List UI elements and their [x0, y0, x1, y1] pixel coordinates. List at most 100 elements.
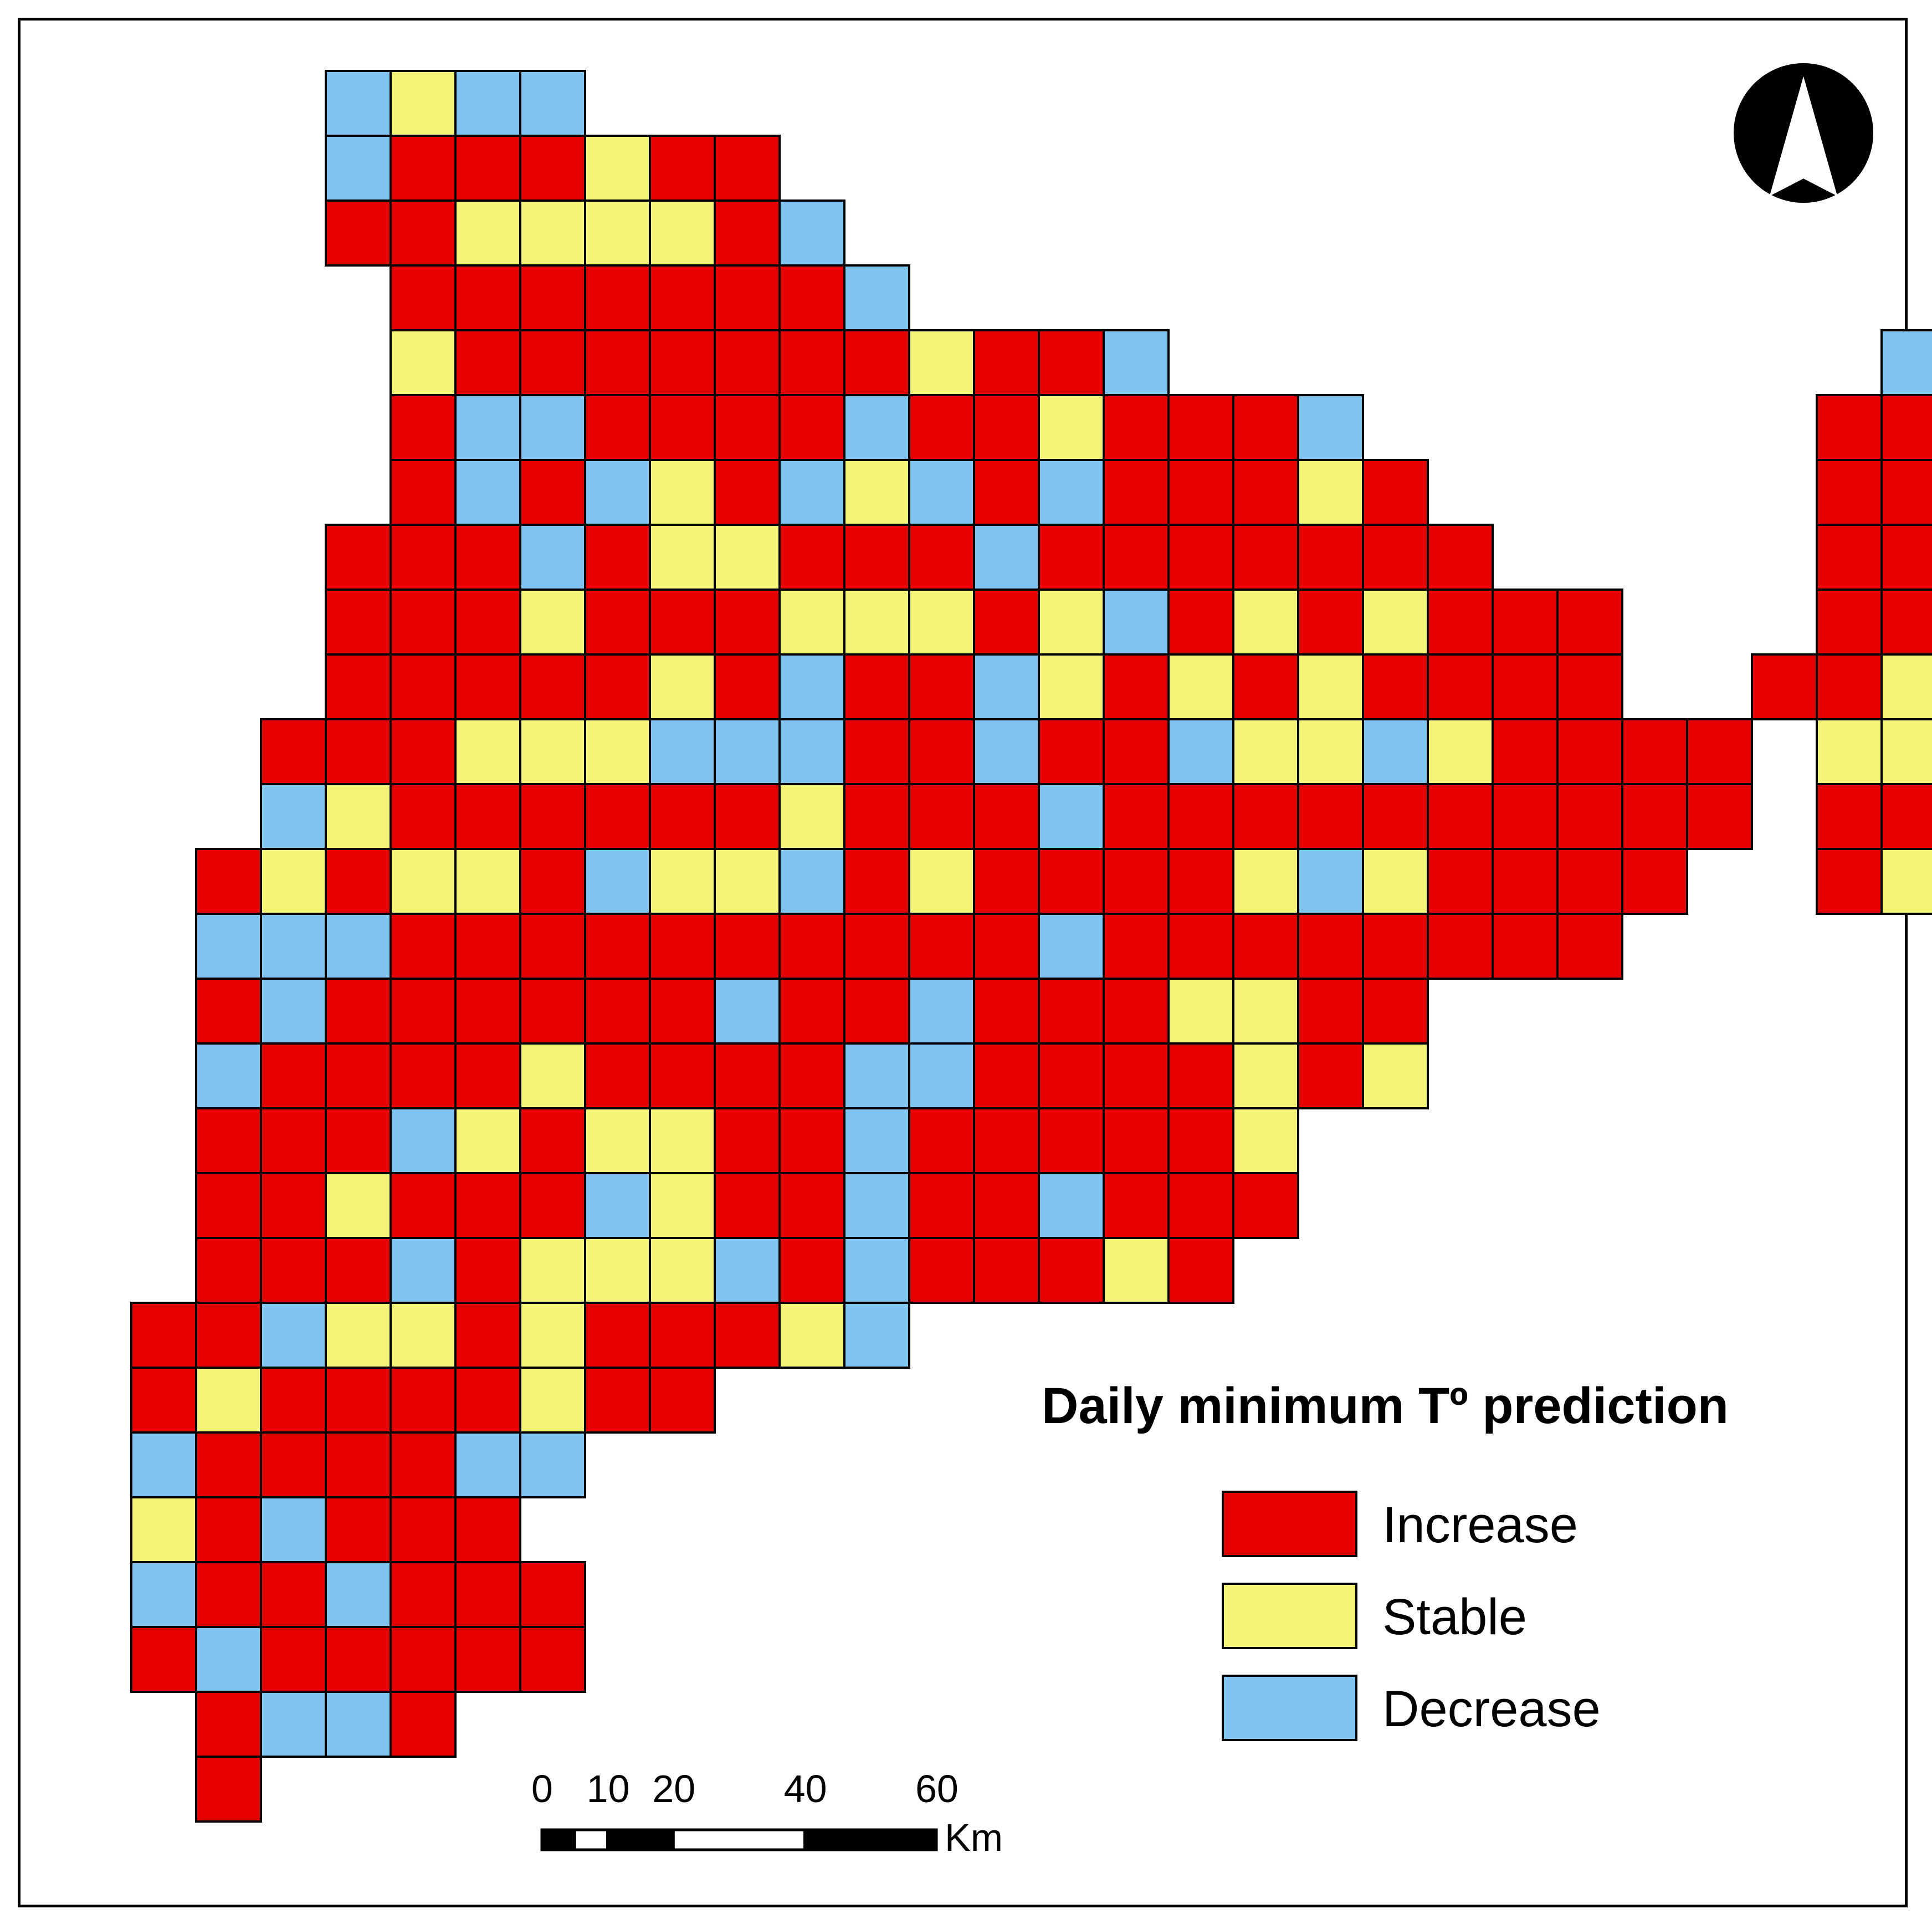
grid-cell-increase [454, 524, 521, 591]
grid-cell-stable [1880, 653, 1932, 720]
grid-cell-increase [519, 1626, 586, 1693]
grid-cell-increase [973, 848, 1040, 915]
grid-cell-increase [1427, 783, 1494, 850]
grid-cell-increase [649, 1302, 716, 1369]
grid-cell-increase [1232, 524, 1299, 591]
grid-cell-increase [584, 978, 651, 1045]
grid-cell-decrease [260, 978, 327, 1045]
grid-cell-increase [1167, 1237, 1234, 1304]
grid-cell-increase [1103, 783, 1170, 850]
grid-cell-increase [390, 1626, 457, 1693]
grid-cell-increase [778, 1237, 845, 1304]
grid-cell-stable [1362, 589, 1429, 656]
grid-cell-stable [1232, 848, 1299, 915]
scale-bar-segment [639, 1828, 675, 1851]
grid-cell-increase [908, 718, 975, 785]
grid-cell-stable [325, 1302, 392, 1369]
grid-cell-increase [130, 1626, 197, 1693]
grid-cell-increase [130, 1302, 197, 1369]
grid-cell-decrease [454, 459, 521, 526]
grid-cell-decrease [1880, 329, 1932, 396]
grid-cell-decrease [649, 718, 716, 785]
grid-cell-increase [973, 913, 1040, 980]
grid-cell-increase [325, 1496, 392, 1563]
scale-unit: Km [945, 1816, 1003, 1859]
grid-cell-increase [908, 524, 975, 591]
grid-cell-stable [649, 524, 716, 591]
grid-cell-increase [195, 1302, 262, 1369]
grid-cell-stable [1167, 978, 1234, 1045]
grid-cell-increase [1167, 848, 1234, 915]
legend-label-stable: Stable [1382, 1589, 1527, 1645]
grid-cell-increase [1816, 394, 1883, 461]
grid-cell-increase [714, 913, 781, 980]
grid-cell-decrease [843, 1042, 910, 1109]
map-frame [18, 18, 1908, 1907]
grid-cell-decrease [1103, 589, 1170, 656]
grid-cell-increase [1103, 394, 1170, 461]
grid-cell-stable [325, 783, 392, 850]
grid-cell-stable [908, 589, 975, 656]
grid-cell-increase [843, 653, 910, 720]
grid-cell-increase [1556, 589, 1623, 656]
scale-bar [540, 1828, 938, 1851]
grid-cell-increase [908, 913, 975, 980]
grid-cell-increase [1492, 913, 1559, 980]
grid-cell-increase [649, 264, 716, 331]
grid-cell-decrease [714, 978, 781, 1045]
grid-cell-increase [714, 199, 781, 267]
grid-cell-increase [390, 1691, 457, 1758]
grid-cell-increase [1038, 1237, 1105, 1304]
grid-cell-increase [714, 1042, 781, 1109]
grid-cell-increase [649, 135, 716, 202]
grid-cell-stable [1103, 1237, 1170, 1304]
grid-cell-stable [519, 1042, 586, 1109]
grid-cell-increase [325, 1237, 392, 1304]
grid-cell-increase [1880, 783, 1932, 850]
grid-cell-increase [649, 1042, 716, 1109]
grid-cell-increase [325, 1626, 392, 1693]
grid-cell-increase [778, 264, 845, 331]
grid-cell-increase [714, 589, 781, 656]
grid-cell-increase [260, 1172, 327, 1239]
grid-cell-increase [325, 848, 392, 915]
grid-cell-stable [519, 1367, 586, 1434]
grid-cell-increase [649, 1367, 716, 1434]
grid-cell-increase [1297, 783, 1364, 850]
grid-cell-increase [454, 653, 521, 720]
grid-cell-increase [325, 199, 392, 267]
grid-cell-decrease [519, 1431, 586, 1498]
grid-cell-decrease [325, 1691, 392, 1758]
grid-cell-increase [1167, 783, 1234, 850]
grid-cell-stable [1038, 394, 1105, 461]
grid-cell-decrease [908, 1042, 975, 1109]
grid-cell-stable [1297, 653, 1364, 720]
grid-cell-increase [1686, 783, 1753, 850]
grid-cell-increase [778, 913, 845, 980]
legend-title: Daily minimum Tº prediction [1042, 1378, 1729, 1434]
grid-cell-increase [325, 589, 392, 656]
grid-cell-stable [584, 718, 651, 785]
grid-cell-decrease [973, 653, 1040, 720]
grid-cell-stable [649, 848, 716, 915]
grid-cell-decrease [454, 70, 521, 137]
grid-cell-decrease [195, 1626, 262, 1693]
grid-cell-stable [649, 1172, 716, 1239]
grid-cell-increase [1297, 978, 1364, 1045]
grid-cell-increase [714, 1172, 781, 1239]
grid-cell-stable [1232, 1042, 1299, 1109]
grid-cell-stable [519, 718, 586, 785]
grid-cell-decrease [973, 524, 1040, 591]
grid-cell-increase [454, 783, 521, 850]
grid-cell-increase [1880, 394, 1932, 461]
grid-cell-increase [454, 913, 521, 980]
grid-cell-decrease [325, 70, 392, 137]
grid-cell-increase [778, 1172, 845, 1239]
grid-cell-increase [1427, 913, 1494, 980]
grid-cell-increase [260, 1431, 327, 1498]
grid-cell-increase [519, 978, 586, 1045]
grid-cell-decrease [1297, 394, 1364, 461]
grid-cell-stable [1880, 848, 1932, 915]
grid-cell-increase [1167, 524, 1234, 591]
